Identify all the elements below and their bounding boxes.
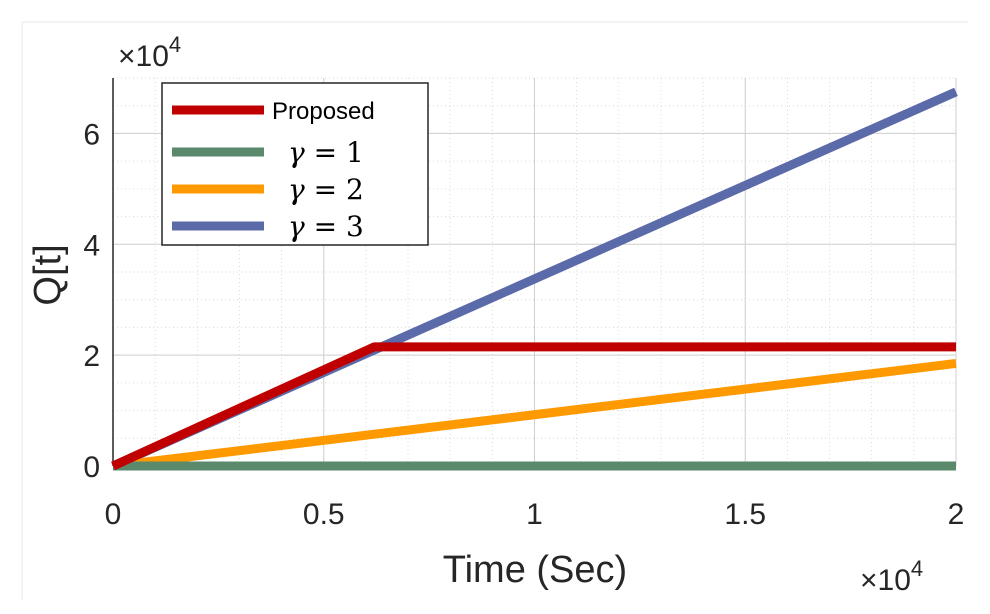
y-tick-label: 4 — [83, 229, 100, 262]
y-tick-label: 6 — [83, 118, 100, 151]
x-multiplier-exponent: 4 — [911, 556, 923, 581]
y-tick-label: 2 — [83, 340, 100, 373]
legend-label: Proposed — [272, 98, 375, 125]
legend-label: γ = 1 — [288, 136, 364, 169]
series-lines — [111, 87, 958, 471]
x-tick-label: 2 — [948, 498, 965, 531]
x-axis-multiplier: ×104 — [860, 556, 923, 597]
series-line — [112, 358, 957, 471]
legend-label: γ = 3 — [288, 210, 364, 243]
legend-label-value: = 3 — [305, 210, 364, 243]
y-multiplier-prefix: ×10 — [118, 40, 169, 73]
y-multiplier-exponent: 4 — [169, 32, 181, 57]
y-axis-label: Q[t] — [27, 244, 69, 305]
series-line — [111, 342, 956, 471]
x-tick-label: 1 — [526, 498, 543, 531]
legend-label-value: = 2 — [305, 173, 364, 206]
legend-label: γ = 2 — [288, 173, 364, 206]
x-axis-label: Time (Sec) — [443, 549, 627, 591]
x-tick-label: 0 — [105, 498, 122, 531]
x-tick-label: 0.5 — [303, 498, 345, 531]
x-multiplier-prefix: ×10 — [860, 564, 911, 597]
y-axis-multiplier: ×104 — [118, 32, 181, 73]
legend-label-variable: γ — [288, 136, 305, 169]
legend-label-variable: γ — [288, 210, 305, 243]
legend-label-value: = 1 — [305, 136, 364, 169]
tick-labels: 0 0.5 1 1.5 2 0 2 4 6 — [83, 118, 964, 531]
y-tick-label: 0 — [83, 451, 100, 484]
x-tick-label: 1.5 — [724, 498, 766, 531]
legend-label-variable: γ — [288, 173, 305, 206]
